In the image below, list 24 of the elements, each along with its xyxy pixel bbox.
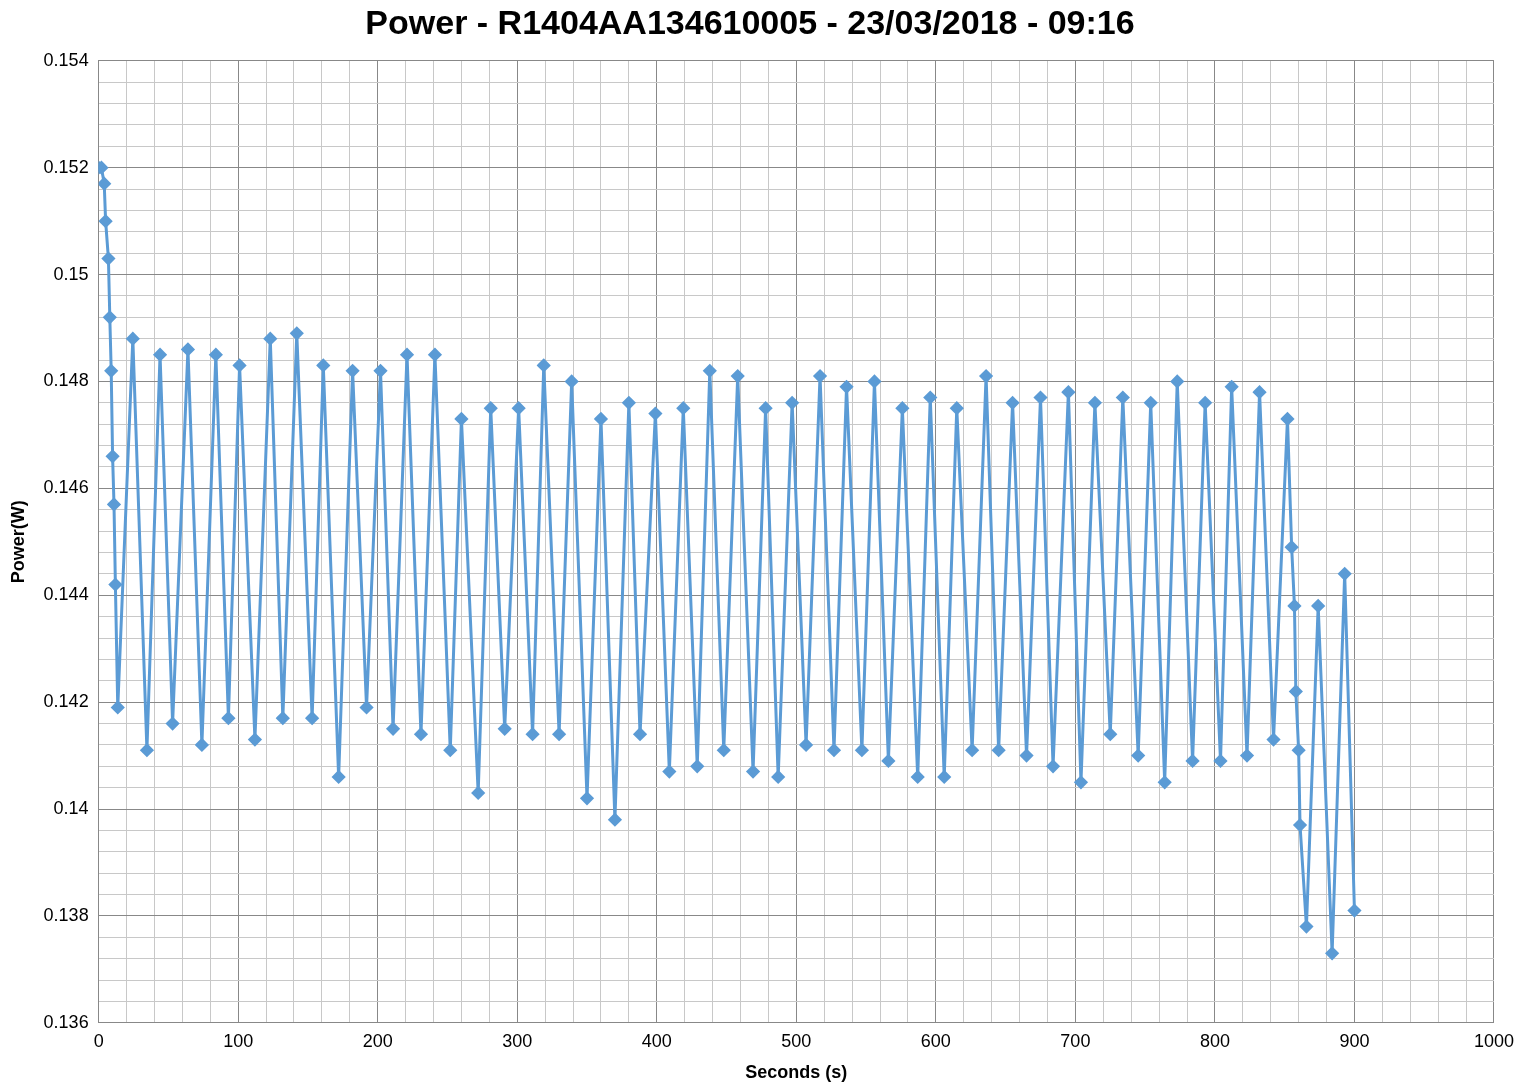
y-tick-label: 0.142: [43, 691, 89, 712]
y-axis-title: Power(W): [7, 500, 28, 584]
x-tick-label: 900: [1339, 1030, 1370, 1051]
x-tick-label: 800: [1199, 1030, 1230, 1051]
x-tick-label: 200: [362, 1030, 393, 1051]
y-tick-label: 0.148: [43, 370, 89, 391]
y-tick-label: 0.152: [43, 156, 89, 177]
y-tick-label: 0.144: [43, 584, 89, 605]
y-tick-label: 0.138: [43, 904, 89, 925]
y-tick-label: 0.136: [43, 1011, 89, 1032]
chart-title: Power - R1404AA134610005 - 23/03/2018 - 09:16: [365, 2, 1135, 41]
y-tick-label: 0.154: [43, 49, 89, 70]
x-tick-label: 300: [502, 1030, 533, 1051]
x-tick-label: 600: [920, 1030, 951, 1051]
x-tick-label: 0: [93, 1030, 104, 1051]
y-tick-label: 0.14: [53, 797, 89, 818]
x-tick-label: 700: [1060, 1030, 1091, 1051]
x-tick-label: 400: [641, 1030, 672, 1051]
x-tick-label: 100: [223, 1030, 254, 1051]
y-tick-label: 0.15: [53, 263, 89, 284]
x-axis-title: Seconds (s): [745, 1062, 848, 1083]
y-tick-label: 0.146: [43, 477, 89, 498]
x-tick-label: 500: [781, 1030, 812, 1051]
x-tick-label: 1000: [1473, 1030, 1514, 1051]
